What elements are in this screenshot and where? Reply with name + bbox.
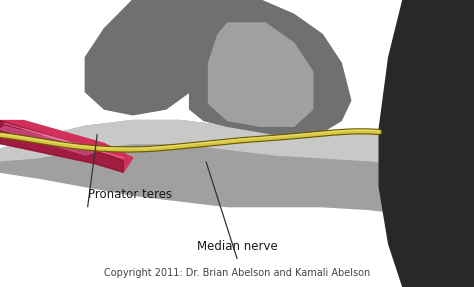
Polygon shape [379, 0, 474, 287]
Polygon shape [0, 121, 123, 172]
Text: Median nerve: Median nerve [197, 240, 277, 253]
Polygon shape [0, 126, 95, 155]
Polygon shape [0, 121, 474, 172]
Polygon shape [0, 121, 133, 172]
Polygon shape [0, 121, 474, 224]
Text: Pronator teres: Pronator teres [88, 188, 172, 201]
Polygon shape [190, 0, 351, 138]
Text: Copyright 2011: Dr. Brian Abelson and Kamali Abelson: Copyright 2011: Dr. Brian Abelson and Ka… [104, 268, 370, 278]
Polygon shape [209, 23, 313, 126]
Polygon shape [85, 0, 213, 115]
